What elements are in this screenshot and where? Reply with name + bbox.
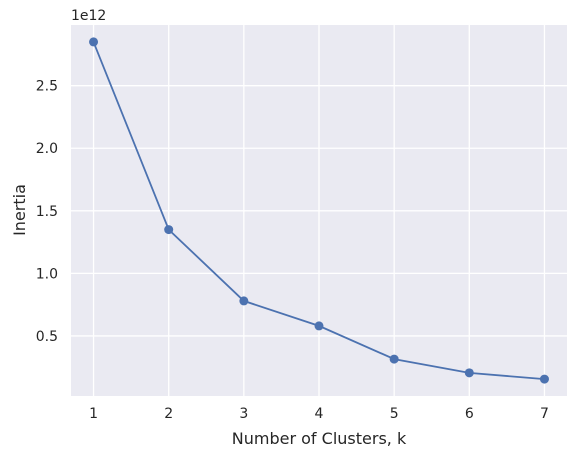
x-tick-label: 7 [540, 406, 549, 422]
grid-lines [71, 25, 567, 396]
data-point [539, 374, 549, 384]
y-tick-label: 2.0 [36, 141, 58, 157]
x-axis-label: Number of Clusters, k [232, 429, 407, 448]
y-tick-labels: 0.5 1.0 1.5 2.0 2.5 [36, 79, 58, 345]
x-tick-label: 6 [465, 406, 474, 422]
x-tick-label: 1 [89, 406, 98, 422]
data-point [164, 225, 174, 235]
y-tick-label: 1.5 [36, 204, 58, 220]
y-axis-label: Inertia [10, 184, 29, 236]
data-point [314, 321, 324, 331]
data-point [89, 37, 99, 47]
data-point [464, 368, 474, 378]
x-tick-label: 3 [239, 406, 248, 422]
x-tick-label: 5 [390, 406, 399, 422]
y-tick-label: 2.5 [36, 79, 58, 95]
x-tick-labels: 1 2 3 4 5 6 7 [89, 406, 549, 422]
x-tick-label: 2 [164, 406, 173, 422]
x-tick-label: 4 [315, 406, 324, 422]
data-points [89, 37, 549, 384]
y-offset-label: 1e12 [71, 8, 106, 24]
data-point [389, 354, 399, 364]
y-tick-label: 1.0 [36, 266, 58, 282]
y-tick-label: 0.5 [36, 329, 58, 345]
data-point [239, 296, 249, 306]
